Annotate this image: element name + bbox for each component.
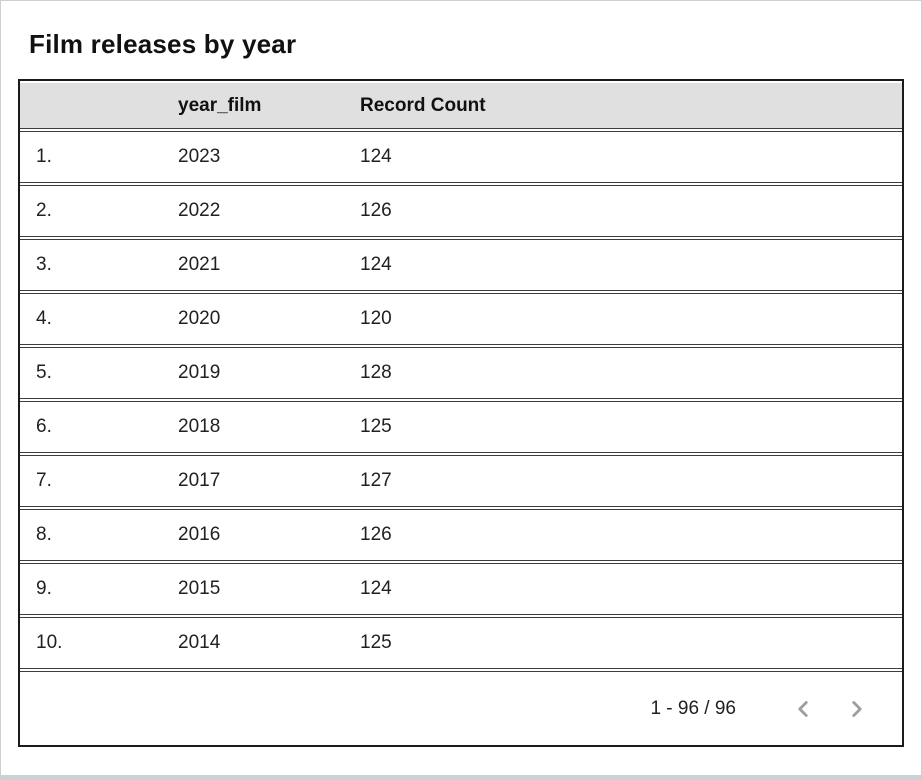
count-cell: 126	[346, 509, 902, 561]
table-row: 3. 2021 124	[20, 239, 902, 291]
header-cell-index[interactable]	[20, 83, 160, 129]
count-cell: 125	[346, 617, 902, 669]
count-cell: 125	[346, 401, 902, 453]
table-row: 7. 2017 127	[20, 455, 902, 507]
count-cell: 127	[346, 455, 902, 507]
count-cell: 126	[346, 185, 902, 237]
chevron-right-icon	[844, 696, 870, 722]
rank-cell: 5.	[20, 347, 160, 399]
table-row: 4. 2020 120	[20, 293, 902, 345]
rank-cell: 1.	[20, 131, 160, 183]
table-widget: year_film Record Count 1. 2023 124 2. 20…	[18, 79, 904, 747]
year-cell: 2020	[160, 293, 346, 345]
year-cell: 2019	[160, 347, 346, 399]
table-body: 1. 2023 124 2. 2022 126 3. 2021 124 4. 2…	[20, 131, 902, 669]
table-row: 9. 2015 124	[20, 563, 902, 615]
year-cell: 2018	[160, 401, 346, 453]
count-cell: 124	[346, 563, 902, 615]
rank-cell: 4.	[20, 293, 160, 345]
header-cell-year-film[interactable]: year_film	[160, 83, 346, 129]
header-cell-record-count[interactable]: Record Count	[346, 83, 902, 129]
table-row: 2. 2022 126	[20, 185, 902, 237]
year-cell: 2017	[160, 455, 346, 507]
window-bottom-edge	[1, 775, 921, 779]
rank-cell: 2.	[20, 185, 160, 237]
rank-cell: 10.	[20, 617, 160, 669]
year-cell: 2015	[160, 563, 346, 615]
pagination-bar: 1 - 96 / 96	[20, 671, 902, 745]
rank-cell: 3.	[20, 239, 160, 291]
year-cell: 2021	[160, 239, 346, 291]
previous-page-button[interactable]	[788, 694, 818, 724]
chevron-left-icon	[790, 696, 816, 722]
rank-cell: 8.	[20, 509, 160, 561]
rank-cell: 9.	[20, 563, 160, 615]
table-row: 8. 2016 126	[20, 509, 902, 561]
year-cell: 2016	[160, 509, 346, 561]
count-cell: 124	[346, 131, 902, 183]
table-row: 6. 2018 125	[20, 401, 902, 453]
rank-cell: 6.	[20, 401, 160, 453]
table-row: 1. 2023 124	[20, 131, 902, 183]
pagination-range-label: 1 - 96 / 96	[650, 697, 736, 719]
count-cell: 128	[346, 347, 902, 399]
rank-cell: 7.	[20, 455, 160, 507]
data-table: year_film Record Count 1. 2023 124 2. 20…	[20, 81, 902, 671]
count-cell: 124	[346, 239, 902, 291]
header-row: year_film Record Count	[20, 83, 902, 129]
page-title: Film releases by year	[29, 29, 297, 59]
table-row: 10. 2014 125	[20, 617, 902, 669]
next-page-button[interactable]	[842, 694, 872, 724]
year-cell: 2022	[160, 185, 346, 237]
table-row: 5. 2019 128	[20, 347, 902, 399]
year-cell: 2023	[160, 131, 346, 183]
year-cell: 2014	[160, 617, 346, 669]
count-cell: 120	[346, 293, 902, 345]
table-header: year_film Record Count	[20, 83, 902, 129]
